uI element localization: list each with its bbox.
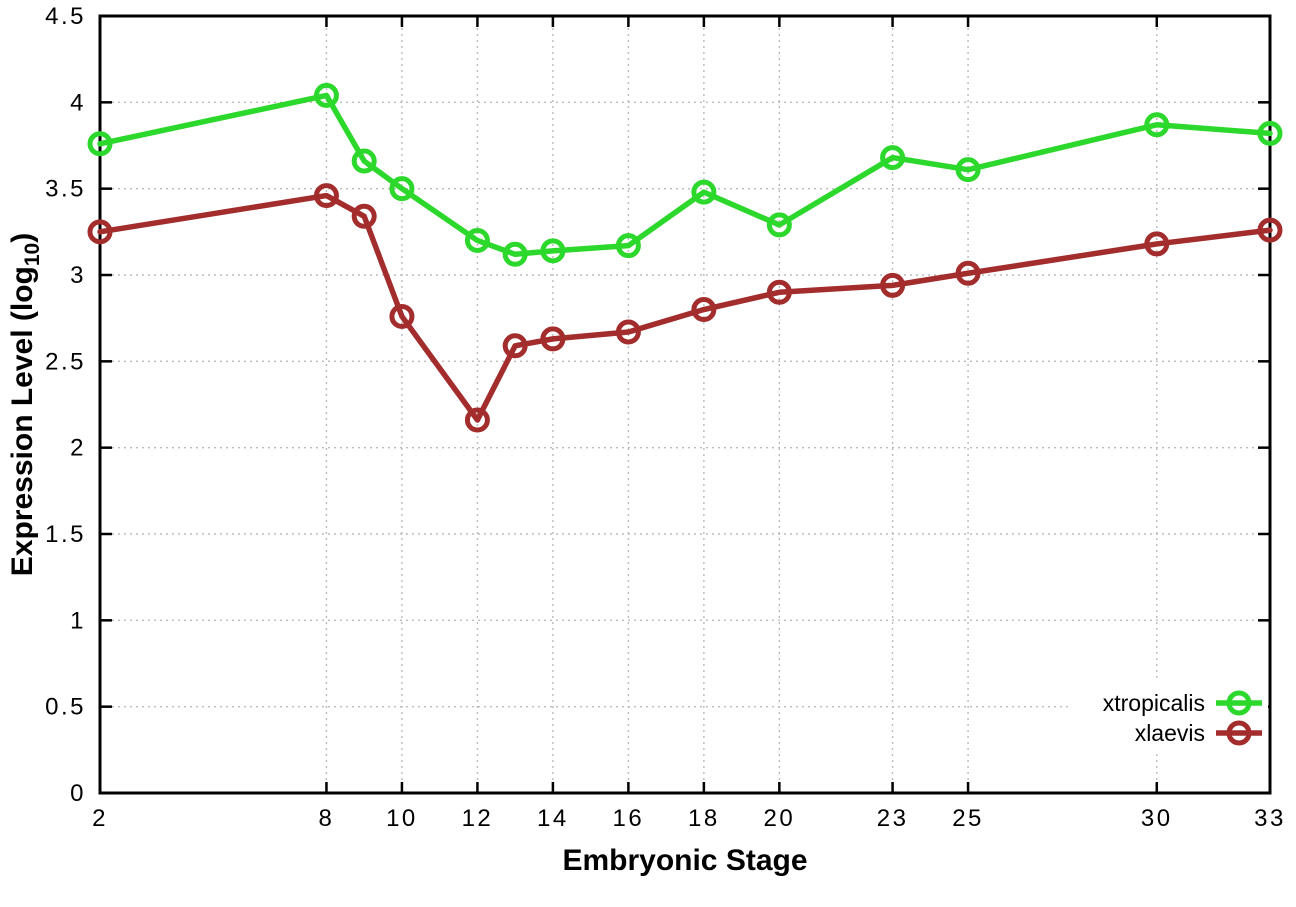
y-tick-label: 2.5 bbox=[45, 348, 86, 375]
y-axis-title: Expression Level (log10) bbox=[6, 233, 44, 576]
y-axis-title-prefix: Expression Level (log bbox=[6, 266, 39, 576]
y-tick-label: 0 bbox=[70, 780, 86, 807]
data-point-marker-xlaevis bbox=[313, 183, 339, 209]
data-point-marker-xtropicalis bbox=[691, 179, 717, 205]
y-tick-label: 4 bbox=[70, 89, 86, 116]
data-point-marker-xlaevis bbox=[464, 407, 490, 433]
legend-sample-marker bbox=[1226, 720, 1252, 746]
data-point-marker-xlaevis bbox=[766, 279, 792, 305]
legend-entry-xtropicalis: xtropicalis bbox=[1103, 690, 1262, 716]
legend-entry-xlaevis: xlaevis bbox=[1135, 720, 1262, 746]
y-tick-label: 3.5 bbox=[45, 176, 86, 203]
data-point-marker-xlaevis bbox=[1257, 217, 1283, 243]
x-tick-label: 30 bbox=[1141, 805, 1173, 832]
data-point-marker-xlaevis bbox=[389, 303, 415, 329]
legend: xtropicalis xlaevis bbox=[1072, 682, 1268, 750]
x-tick-label: 33 bbox=[1254, 805, 1286, 832]
x-tick-label: 20 bbox=[764, 805, 796, 832]
data-point-marker-xlaevis bbox=[880, 272, 906, 298]
x-tick-label: 2 bbox=[92, 805, 108, 832]
y-tick-label: 1.5 bbox=[45, 521, 86, 548]
data-point-marker-xlaevis bbox=[87, 219, 113, 245]
x-tick-label: 23 bbox=[877, 805, 909, 832]
data-point-marker-xlaevis bbox=[502, 333, 528, 359]
data-point-marker-xlaevis bbox=[955, 260, 981, 286]
data-point-marker-xlaevis bbox=[691, 297, 717, 323]
data-point-marker-xtropicalis bbox=[313, 82, 339, 108]
data-point-marker-xtropicalis bbox=[351, 148, 377, 174]
data-point-marker-xtropicalis bbox=[880, 145, 906, 171]
y-axis-title-suffix: ) bbox=[6, 233, 39, 243]
data-point-marker-xtropicalis bbox=[1144, 112, 1170, 138]
data-point-marker-xtropicalis bbox=[540, 238, 566, 264]
y-tick-label: 0.5 bbox=[45, 694, 86, 721]
x-tick-label: 25 bbox=[952, 805, 984, 832]
y-tick-label: 4.5 bbox=[45, 3, 86, 30]
plot-border bbox=[98, 14, 1272, 795]
y-tick-label: 3 bbox=[70, 262, 86, 289]
data-point-marker-xtropicalis bbox=[464, 227, 490, 253]
legend-sample-marker bbox=[1226, 690, 1252, 716]
y-axis-title-subscript: 10 bbox=[21, 243, 44, 266]
data-point-marker-xtropicalis bbox=[766, 212, 792, 238]
data-point-marker-xtropicalis bbox=[615, 233, 641, 259]
data-point-marker-xlaevis bbox=[540, 326, 566, 352]
data-point-marker-xtropicalis bbox=[502, 241, 528, 267]
x-tick-label: 10 bbox=[386, 805, 418, 832]
data-point-marker-xtropicalis bbox=[87, 131, 113, 157]
x-tick-label: 12 bbox=[462, 805, 494, 832]
y-tick-label: 1 bbox=[70, 607, 86, 634]
x-tick-label: 18 bbox=[688, 805, 720, 832]
data-point-marker-xtropicalis bbox=[955, 157, 981, 183]
legend-label-xtropicalis: xtropicalis bbox=[1103, 690, 1205, 716]
legend-label-xlaevis: xlaevis bbox=[1135, 720, 1205, 746]
data-point-marker-xtropicalis bbox=[1257, 120, 1283, 146]
x-tick-label: 14 bbox=[537, 805, 569, 832]
data-point-marker-xtropicalis bbox=[389, 176, 415, 202]
series-line-xlaevis bbox=[97, 192, 1273, 423]
x-tick-label: 8 bbox=[319, 805, 335, 832]
data-point-marker-xlaevis bbox=[615, 319, 641, 345]
x-tick-label: 16 bbox=[613, 805, 645, 832]
y-tick-label: 2 bbox=[70, 435, 86, 462]
data-point-marker-xlaevis bbox=[351, 203, 377, 229]
x-axis-title: Embryonic Stage bbox=[562, 844, 807, 877]
data-point-marker-xlaevis bbox=[1144, 231, 1170, 257]
